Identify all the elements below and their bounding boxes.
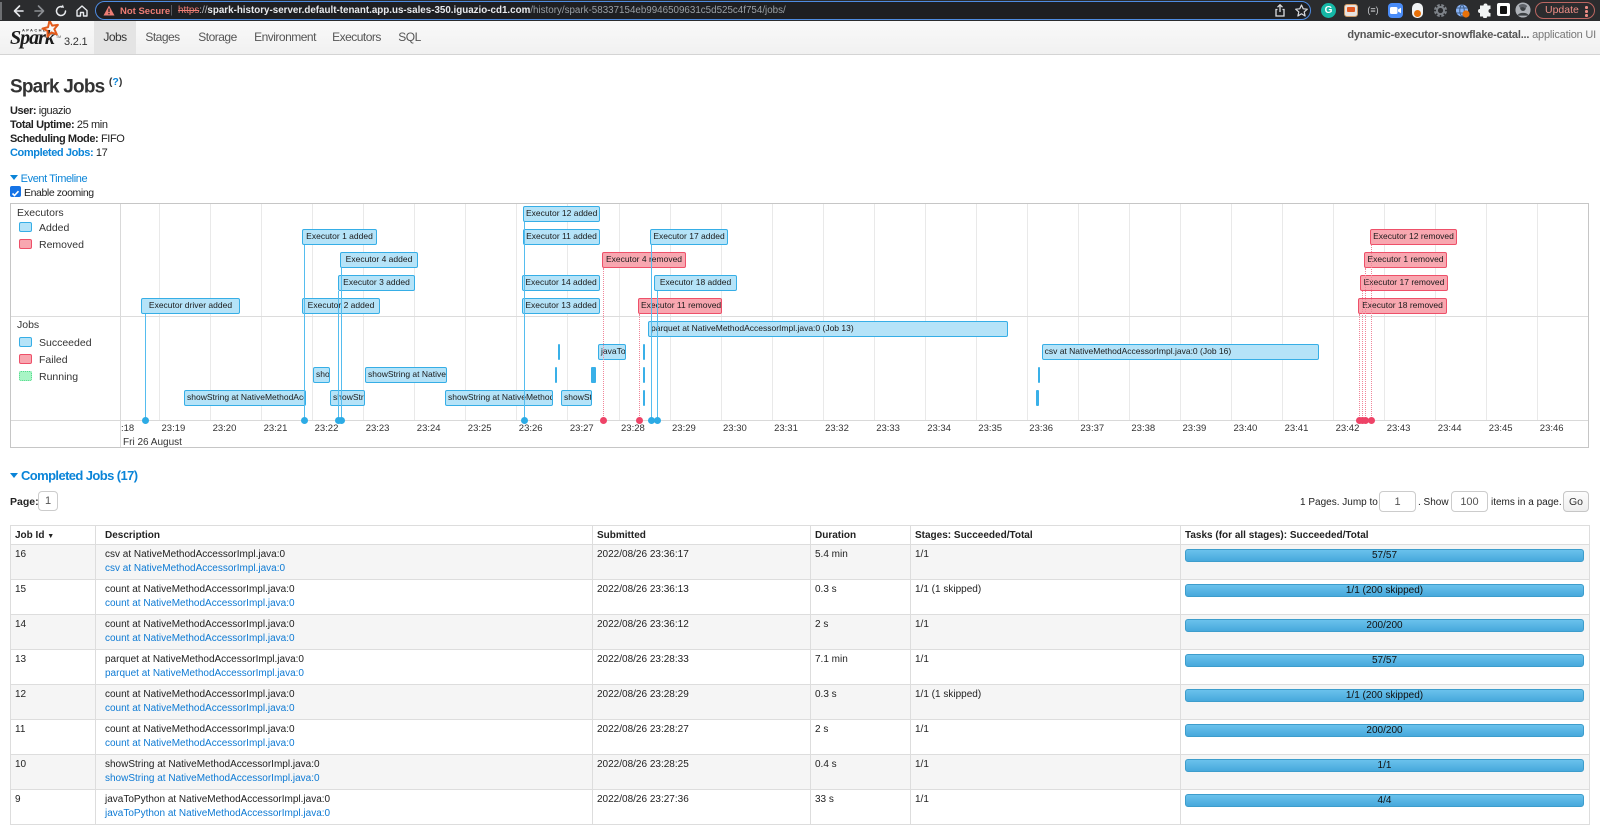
svg-text:APACHE: APACHE [22,28,47,33]
svg-text:TM: TM [56,35,61,39]
svg-text:Spark: Spark [10,27,55,49]
